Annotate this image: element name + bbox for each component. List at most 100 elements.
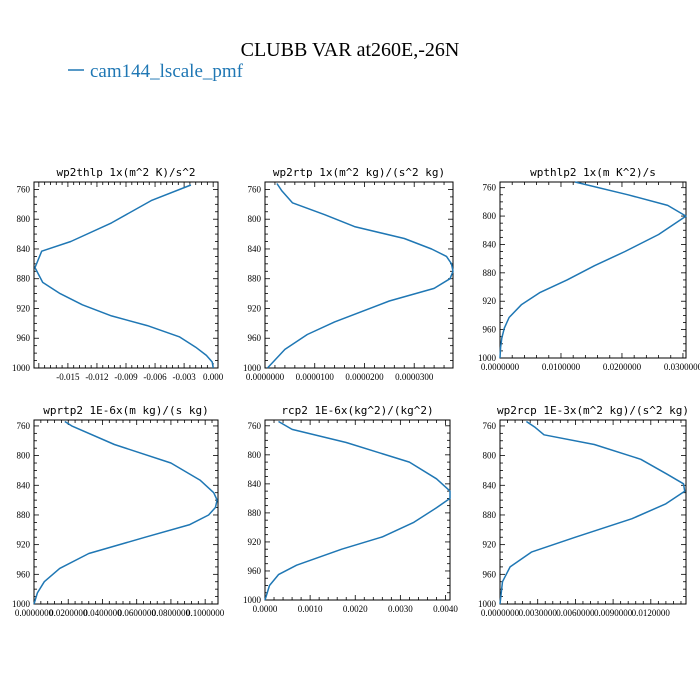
y-tick-label: 920 [483,296,497,306]
x-tick-label: 0.0060000 [556,608,595,618]
y-tick-label: 1000 [478,353,497,363]
y-tick-label: 960 [483,325,497,335]
plot-frame [33,419,219,605]
y-tick-label: 1000 [243,595,262,605]
panel-title: wprtp2 1E-6x(m kg)/(s kg) [43,404,209,417]
y-tick-label: 920 [17,540,31,550]
x-tick-label: 0.0000000 [481,362,520,372]
x-tick-label: -0.009 [114,372,138,382]
plot-frame [499,419,687,605]
y-tick-label: 920 [248,303,262,313]
panel-title: wp2rtp 1x(m^2 kg)/(s^2 kg) [273,166,445,179]
figure-title: CLUBB VAR at260E,-26N [241,39,460,61]
y-tick-label: 1000 [478,599,497,609]
series-line [264,420,451,601]
panel-5: rcp2 1E-6x(kg^2)/(kg^2) 760 800 840 880 920 96… [243,404,458,614]
y-tick-label: 960 [248,566,262,576]
x-tick-label: 0.0000000 [481,608,520,618]
panel-6: wp2rcp 1E-3x(m^2 kg)/(s^2 kg)760 800 840 88… [478,404,689,618]
x-tick-label: 0.0600000 [118,608,157,618]
y-tick-label: 800 [483,211,497,221]
y-tick-label: 840 [17,480,31,490]
x-tick-label: 0.0800000 [152,608,191,618]
y-tick-label: 880 [17,274,31,284]
y-tick-label: 800 [17,214,31,224]
series-line [34,184,214,369]
x-tick-label: 0.0040 [433,604,458,614]
x-tick-label: 0.0030 [388,604,413,614]
y-tick-label: 1000 [12,363,31,373]
plot-frame [33,181,219,369]
y-tick-label: 960 [248,333,262,343]
y-tick-label: 920 [483,540,497,550]
series-line [33,420,218,605]
x-tick-label: 0.0000000 [246,372,285,382]
plot-frame [499,181,687,359]
x-tick-label: 0.0000100 [296,372,335,382]
panel-title: wp2thlp 1x(m^2 K)/s^2 [56,166,195,179]
x-tick-label: 0.0000000 [15,608,54,618]
y-tick-label: 880 [483,268,497,278]
x-tick-label: 0.0010 [298,604,323,614]
y-tick-label: 1000 [243,363,262,373]
y-tick-label: 840 [17,244,31,254]
plot-frame [264,181,454,369]
y-tick-label: 760 [248,184,262,194]
panel-title: wpthlp2 1x(m K^2)/s [530,166,656,179]
x-tick-label: -0.015 [56,372,80,382]
x-tick-label: 0.0030000 [519,608,558,618]
x-tick-label: -0.006 [143,372,167,382]
y-tick-label: 1000 [12,599,31,609]
y-tick-label: 840 [248,479,262,489]
x-tick-label: -0.012 [85,372,108,382]
panel-1: wp2thlp 1x(m^2 K)/s^2 760 800 840 880 920 960 1… [12,166,224,382]
y-tick-label: 960 [483,569,497,579]
y-tick-label: 920 [17,303,31,313]
x-tick-label: 0.0400000 [83,608,122,618]
x-tick-label: 0.0000300 [395,372,434,382]
y-tick-label: 800 [17,451,31,461]
series-line [499,420,686,605]
y-tick-label: 800 [483,451,497,461]
y-tick-label: 880 [248,508,262,518]
panel-title: rcp2 1E-6x(kg^2)/(kg^2) [281,404,433,417]
x-tick-label: 0.1000000 [186,608,225,618]
series-line [499,181,687,359]
y-tick-label: 840 [248,244,262,254]
y-tick-label: 880 [248,274,262,284]
x-tick-label: 0.000 [203,372,224,382]
x-tick-label: 0.0090000 [594,608,633,618]
x-tick-label: 0.0000 [253,604,278,614]
y-tick-label: 760 [17,421,31,431]
x-tick-label: 0.0100000 [542,362,581,372]
panel-2: wp2rtp 1x(m^2 kg)/(s^2 kg) 760 800 840 880 92… [243,166,454,382]
y-tick-label: 960 [17,333,31,343]
y-tick-label: 880 [483,510,497,520]
panels: wp2thlp 1x(m^2 K)/s^2 760 800 840 880 920 960 1… [12,166,700,618]
x-tick-label: 0.0020 [343,604,368,614]
y-tick-label: 840 [483,480,497,490]
x-tick-label: 0.0200000 [49,608,88,618]
x-tick-label: 0.0000200 [345,372,384,382]
y-tick-label: 800 [248,450,262,460]
panel-title: wp2rcp 1E-3x(m^2 kg)/(s^2 kg) [497,404,689,417]
plot-frame [264,419,451,601]
y-tick-label: 880 [17,510,31,520]
x-tick-label: -0.003 [172,372,196,382]
y-tick-label: 760 [248,421,262,431]
y-tick-label: 800 [248,214,262,224]
panel-3: wpthlp2 1x(m K^2)/s 760 800 840 880 920 960 100… [478,166,700,372]
panel-4: wprtp2 1E-6x(m kg)/(s kg) 760 800 840 880 920… [12,404,225,618]
x-tick-label: 0.0300000 [664,362,700,372]
legend-label: cam144_lscale_pmf [90,61,244,82]
series-line [266,183,454,369]
y-tick-label: 760 [483,183,497,193]
y-tick-label: 840 [483,239,497,249]
y-tick-label: 920 [248,537,262,547]
x-tick-label: 0.0200000 [603,362,642,372]
y-tick-label: 760 [17,184,31,194]
y-tick-label: 960 [17,569,31,579]
legend: cam144_lscale_pmf [68,61,244,82]
y-tick-label: 760 [483,421,497,431]
